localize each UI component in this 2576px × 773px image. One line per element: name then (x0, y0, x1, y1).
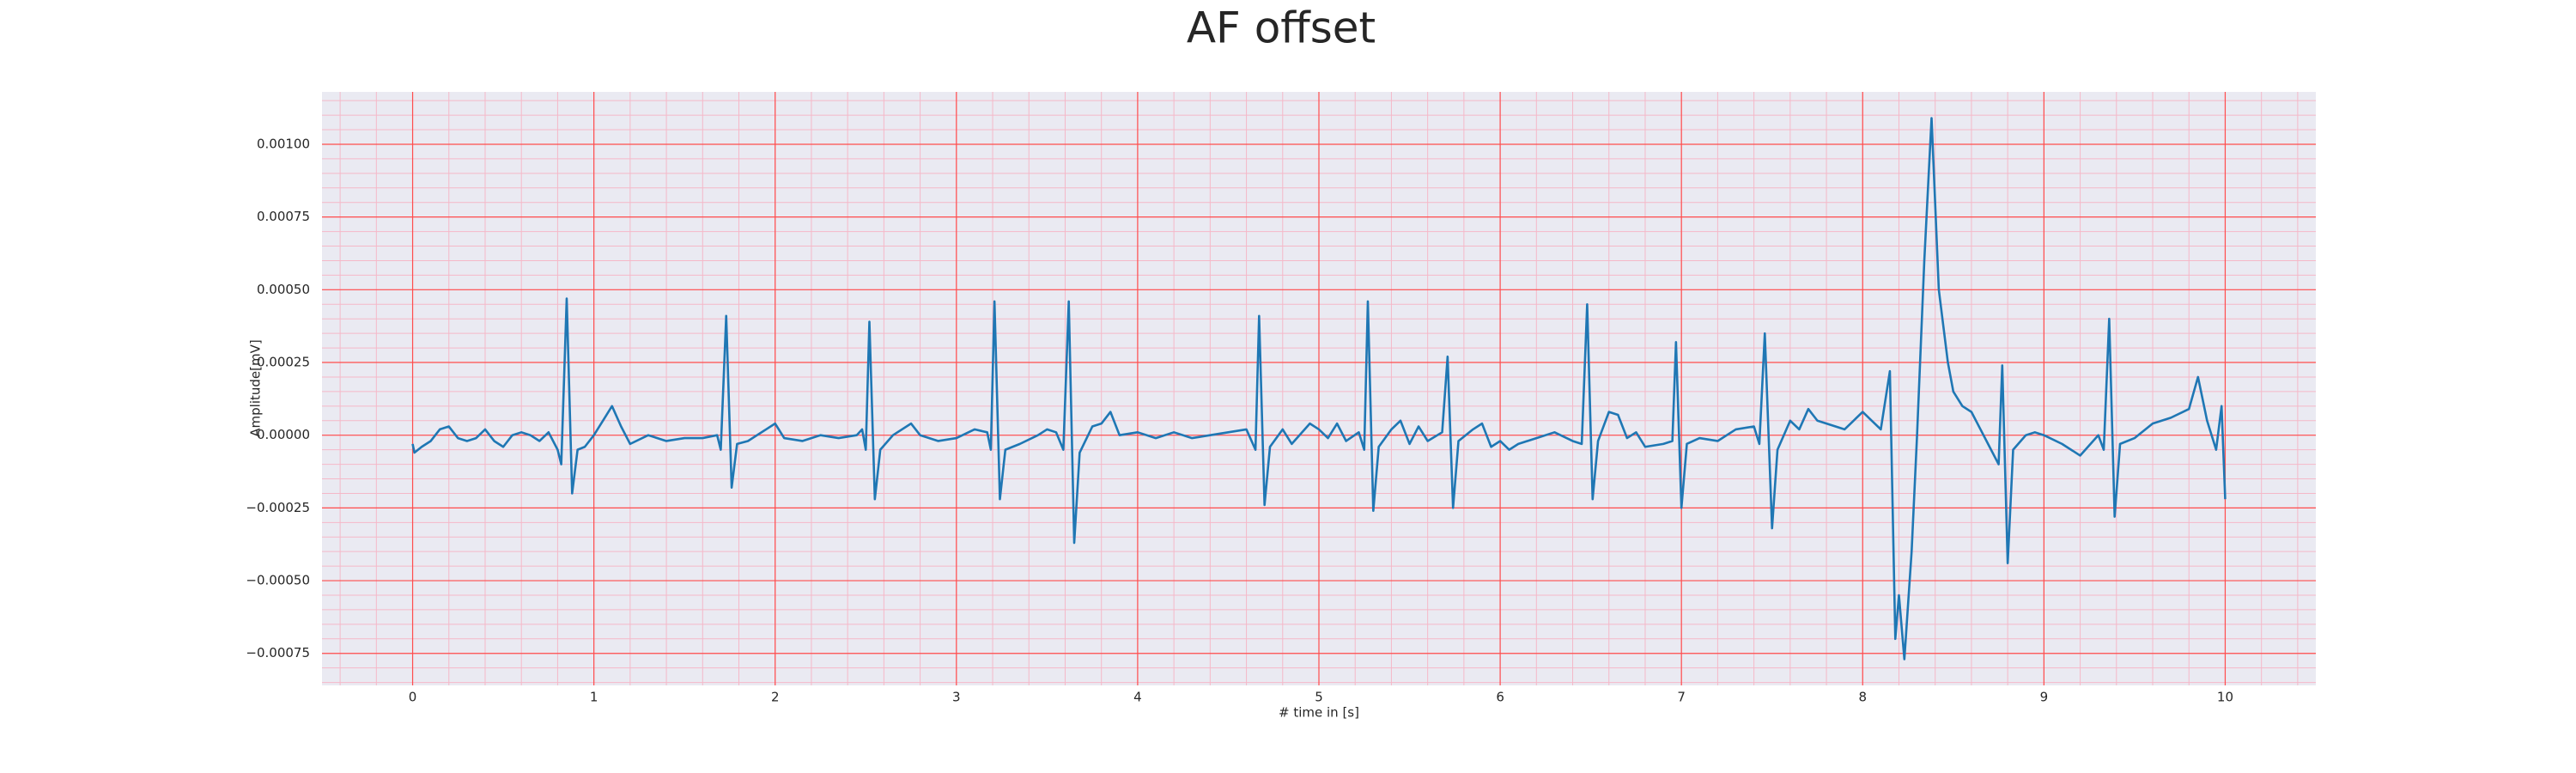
y-tick-label: −0.00025 (246, 500, 310, 515)
x-tick-label: 10 (2217, 690, 2233, 705)
y-tick-label: 0.00025 (257, 355, 310, 370)
x-tick-label: 7 (1677, 690, 1686, 705)
x-tick-label: 3 (952, 690, 961, 705)
y-tick-label: −0.00050 (246, 573, 310, 588)
x-tick-label: 5 (1315, 690, 1323, 705)
x-tick-label: 2 (771, 690, 780, 705)
chart-title: AF offset (1187, 3, 1376, 53)
y-tick-label: 0.00000 (257, 427, 310, 442)
x-tick-label: 1 (590, 690, 598, 705)
y-tick-label: 0.00050 (257, 282, 310, 297)
x-tick-label: 8 (1858, 690, 1867, 705)
x-tick-label: 0 (409, 690, 417, 705)
x-tick-label: 4 (1133, 690, 1142, 705)
x-axis-label: # time in [s] (1279, 705, 1359, 721)
x-tick-label: 9 (2040, 690, 2049, 705)
y-axis-label: Amplitude[mV] (248, 339, 264, 436)
y-tick-label: 0.00100 (257, 136, 310, 151)
y-tick-label: 0.00075 (257, 209, 310, 224)
y-tick-label: −0.00075 (246, 645, 310, 660)
x-tick-label: 6 (1496, 690, 1504, 705)
signal-line (411, 117, 2227, 660)
